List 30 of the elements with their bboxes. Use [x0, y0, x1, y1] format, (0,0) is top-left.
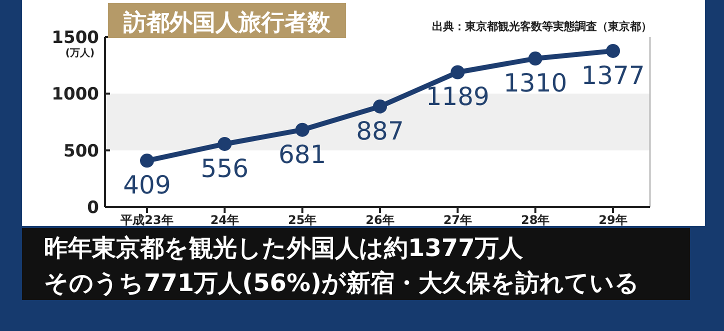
chart-title: 訪都外国人旅行者数 — [122, 9, 332, 36]
y-tick-label: 0 — [87, 198, 100, 218]
data-label: 681 — [278, 140, 326, 169]
source-note: 出典：東京都観光客数等実態調査（東京都） — [432, 20, 652, 33]
data-label: 556 — [200, 154, 249, 183]
x-tick-label: 平成23年 — [120, 213, 174, 227]
x-tick-label: 25年 — [288, 213, 317, 227]
y-tick-label: 1500 — [52, 28, 100, 48]
point — [606, 44, 620, 58]
data-label: 1310 — [504, 68, 568, 98]
point — [373, 99, 387, 114]
y-tick-label: 1000 — [52, 84, 100, 105]
point — [295, 122, 310, 137]
data-label: 1377 — [581, 60, 645, 90]
x-tick-label: 24年 — [210, 213, 240, 227]
text: 昨年東京都を観光した外国人は約1377万人 — [44, 234, 524, 262]
data-label: 409 — [123, 170, 171, 200]
x-tick-label: 29年 — [598, 213, 628, 227]
y-axis-title: (万人) — [65, 47, 95, 59]
y-tick-label: 500 — [64, 141, 100, 162]
point — [218, 136, 232, 151]
x-tick-label: 28年 — [520, 213, 550, 227]
text: そのうち771万人(56%)が新宿・大久保を訪れている — [44, 269, 640, 297]
x-tick-label: 26年 — [366, 213, 394, 227]
point — [450, 65, 465, 80]
point — [140, 154, 154, 168]
point — [528, 52, 542, 66]
data-label: 1189 — [426, 82, 490, 112]
data-label: 887 — [356, 116, 404, 146]
x-tick-label: 27年 — [443, 213, 472, 227]
